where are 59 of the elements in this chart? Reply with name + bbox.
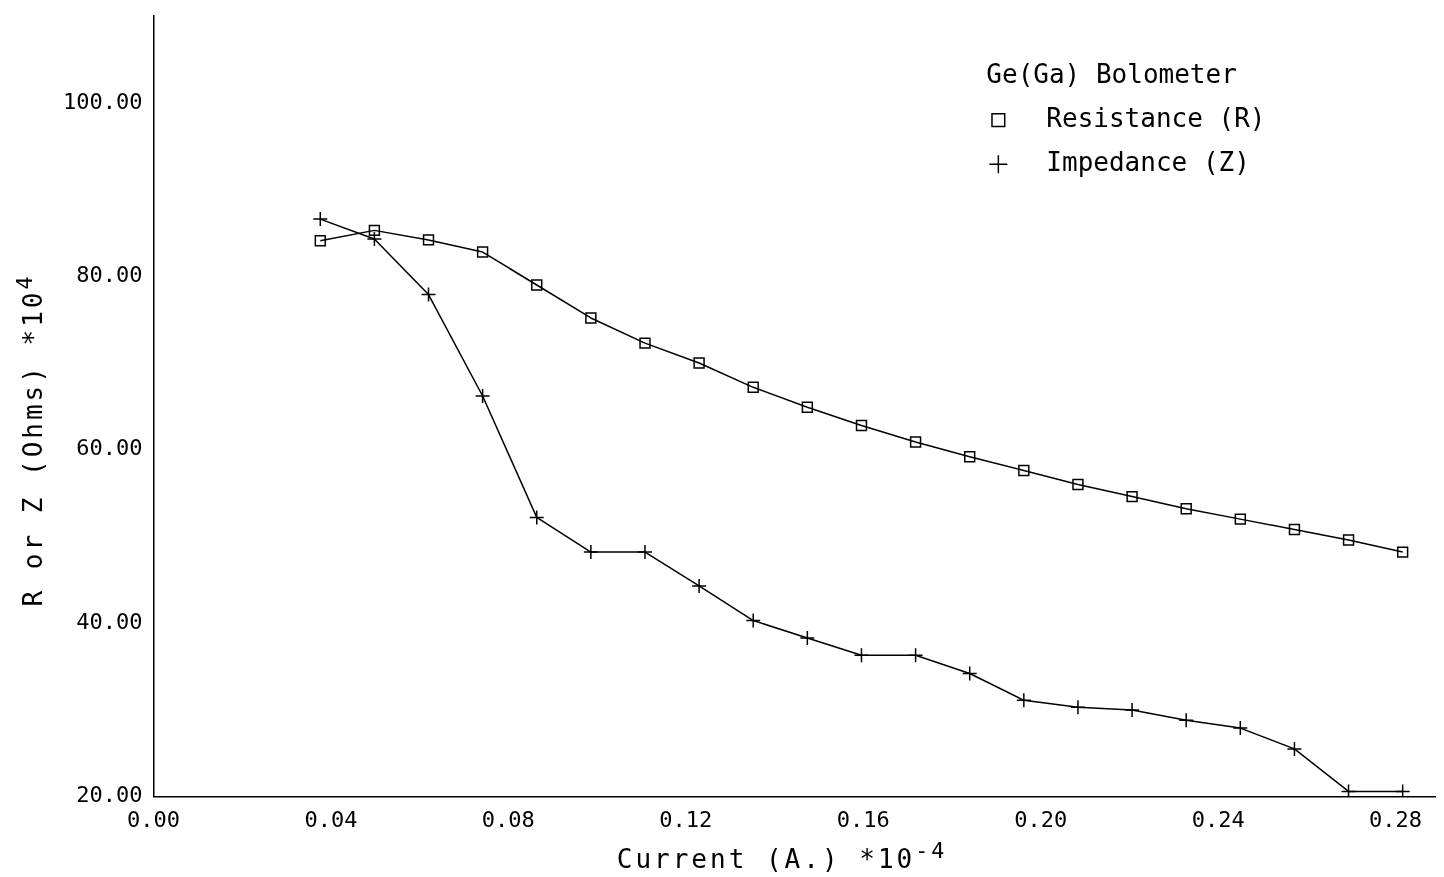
point <box>422 234 435 246</box>
y-tick-label: 40.00 <box>76 608 143 634</box>
point <box>529 509 545 526</box>
point <box>964 450 976 463</box>
point <box>1070 699 1086 716</box>
point <box>366 231 383 247</box>
point <box>1340 783 1357 797</box>
point <box>1232 720 1249 736</box>
point <box>420 286 437 303</box>
point <box>1286 741 1303 757</box>
point <box>474 388 491 404</box>
point <box>1288 523 1301 536</box>
legend-title: Ge(Ga) Bolometer <box>986 58 1237 89</box>
point <box>585 312 597 324</box>
point <box>855 419 868 432</box>
y-tick-label: 60.00 <box>76 435 143 461</box>
point <box>583 544 599 560</box>
point <box>1126 490 1138 503</box>
point <box>476 246 489 258</box>
point <box>1396 546 1409 558</box>
x-tick-label: 0.12 <box>659 806 713 832</box>
x-tick-label: 0.24 <box>1191 806 1245 832</box>
x-tick-label: 0.08 <box>481 806 535 832</box>
point <box>799 630 816 646</box>
x-tick-label: 0.20 <box>1014 806 1068 832</box>
x-tick-label: 0.04 <box>304 806 358 832</box>
legend-label: Resistance (R) <box>1046 102 1266 133</box>
y-tick-label: 100.00 <box>62 88 143 114</box>
point <box>801 401 814 413</box>
point <box>909 436 922 448</box>
point <box>1180 503 1192 515</box>
point <box>745 612 761 629</box>
point <box>1394 783 1411 797</box>
point <box>637 544 653 560</box>
point <box>1178 712 1194 729</box>
x-axis-title: Current (A.) *10$^{-4}$ <box>615 838 949 874</box>
y-tick-label: 80.00 <box>76 262 143 288</box>
point <box>1018 464 1030 477</box>
point <box>639 337 651 349</box>
point <box>1016 692 1032 709</box>
point <box>961 665 978 682</box>
point <box>368 224 381 237</box>
point <box>314 235 326 247</box>
x-tick-label: 0.28 <box>1369 806 1423 832</box>
point <box>1234 513 1247 525</box>
point <box>853 647 870 664</box>
point <box>907 647 924 664</box>
point <box>693 357 705 369</box>
point <box>312 211 329 227</box>
point <box>1072 478 1084 491</box>
point <box>531 279 543 291</box>
x-tick-label: 0.16 <box>836 806 890 832</box>
legend-label: Impedance (Z) <box>1046 146 1250 177</box>
point <box>691 578 707 594</box>
y-tick-label: 20.00 <box>76 782 143 808</box>
point <box>1124 702 1140 718</box>
point <box>747 381 759 394</box>
x-tick-label: 0.00 <box>126 806 180 832</box>
point <box>1342 534 1355 546</box>
